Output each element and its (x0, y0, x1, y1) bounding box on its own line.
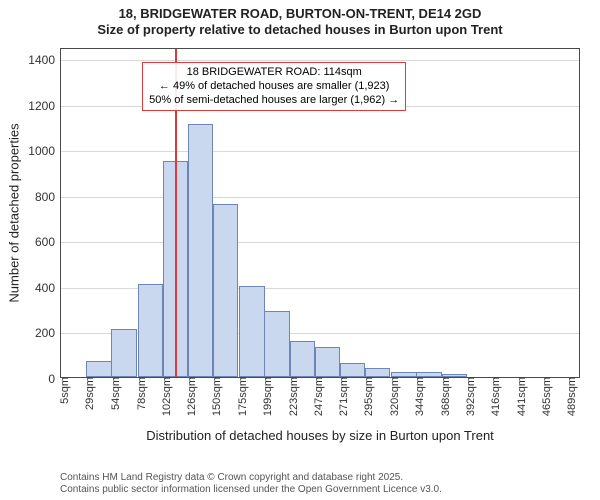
x-tick-label: 29sqm (80, 377, 96, 410)
x-tick-label: 392sqm (461, 377, 477, 416)
title-line1: 18, BRIDGEWATER ROAD, BURTON-ON-TRENT, D… (0, 6, 600, 22)
y-tick-label: 400 (35, 281, 61, 295)
x-tick-label: 5sqm (55, 377, 71, 404)
histogram-bar (213, 204, 238, 377)
x-tick-label: 102sqm (157, 377, 173, 416)
x-tick-label: 78sqm (132, 377, 148, 410)
x-tick-label: 489sqm (562, 377, 578, 416)
x-tick-label: 368sqm (436, 377, 452, 416)
annotation-line: 50% of semi-detached houses are larger (… (149, 94, 399, 108)
grid-line (61, 151, 579, 152)
x-tick-label: 441sqm (512, 377, 528, 416)
histogram-bar (264, 311, 289, 377)
x-tick-label: 344sqm (410, 377, 426, 416)
histogram-bar (138, 284, 163, 377)
title-line2: Size of property relative to detached ho… (0, 22, 600, 38)
histogram-bar (188, 124, 213, 377)
histogram-bar (86, 361, 111, 377)
y-tick-label: 600 (35, 235, 61, 249)
histogram-bar (290, 341, 315, 377)
histogram-bar (365, 368, 390, 377)
y-tick-label: 1400 (28, 53, 61, 67)
x-tick-label: 126sqm (182, 377, 198, 416)
x-tick-label: 295sqm (359, 377, 375, 416)
x-tick-label: 247sqm (309, 377, 325, 416)
x-tick-label: 416sqm (486, 377, 502, 416)
grid-line (61, 242, 579, 243)
x-tick-label: 320sqm (385, 377, 401, 416)
x-tick-label: 271sqm (334, 377, 350, 416)
y-tick-label: 1000 (28, 144, 61, 158)
annotation-line: 18 BRIDGEWATER ROAD: 114sqm (149, 66, 399, 80)
histogram-bar (111, 329, 136, 377)
x-tick-label: 175sqm (233, 377, 249, 416)
x-tick-label: 465sqm (537, 377, 553, 416)
y-tick-label: 1200 (28, 99, 61, 113)
x-axis-label: Distribution of detached houses by size … (146, 428, 494, 443)
footer-line2: Contains public sector information licen… (60, 484, 442, 496)
grid-line (61, 197, 579, 198)
annotation-box: 18 BRIDGEWATER ROAD: 114sqm← 49% of deta… (142, 62, 406, 111)
histogram-bar (340, 363, 365, 377)
histogram-bar (239, 286, 264, 377)
plot-area: 02004006008001000120014005sqm29sqm54sqm7… (60, 48, 580, 378)
footer-line1: Contains HM Land Registry data © Crown c… (60, 472, 442, 484)
footer-attribution: Contains HM Land Registry data © Crown c… (60, 472, 442, 496)
x-tick-label: 150sqm (207, 377, 223, 416)
x-tick-label: 223sqm (284, 377, 300, 416)
histogram-bar (315, 347, 340, 377)
x-tick-label: 199sqm (258, 377, 274, 416)
y-tick-label: 800 (35, 190, 61, 204)
y-tick-label: 200 (35, 326, 61, 340)
x-tick-label: 54sqm (106, 377, 122, 410)
annotation-line: ← 49% of detached houses are smaller (1,… (149, 80, 399, 94)
chart-area: 02004006008001000120014005sqm29sqm54sqm7… (0, 44, 600, 454)
chart-title: 18, BRIDGEWATER ROAD, BURTON-ON-TRENT, D… (0, 6, 600, 39)
y-axis-label: Number of detached properties (7, 123, 22, 302)
